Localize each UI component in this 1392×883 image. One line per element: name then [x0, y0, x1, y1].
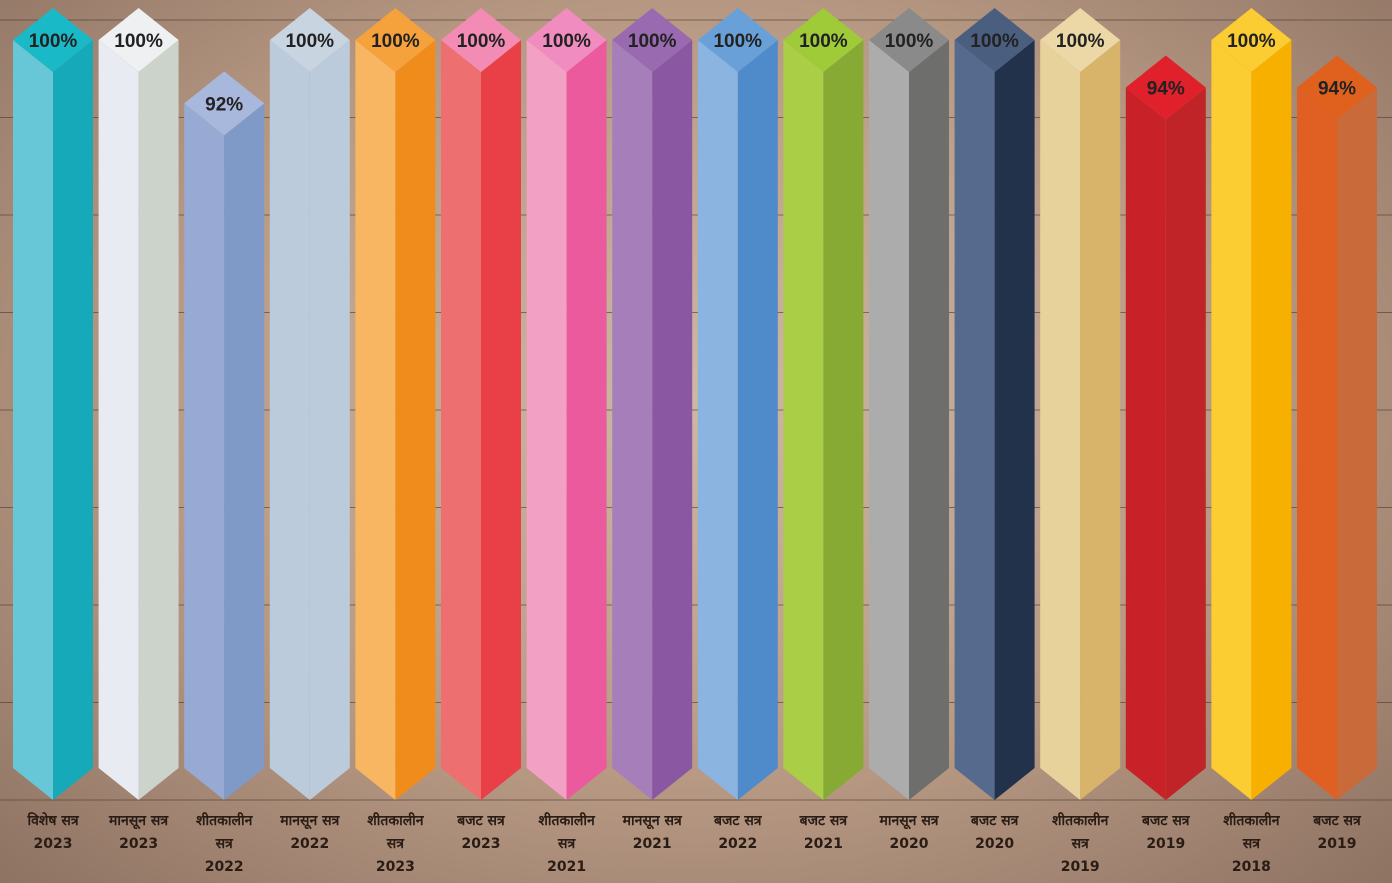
bar-left-face: [869, 40, 909, 800]
bar-left-face: [184, 103, 225, 801]
bar-left-face: [269, 40, 310, 800]
value-label: 100%: [457, 31, 506, 52]
x-tick-label: विशेष सत्र 2023: [27, 813, 79, 852]
bar: [98, 8, 179, 800]
bar-right-face: [737, 40, 778, 800]
bar-left-face: [1211, 40, 1252, 800]
bar-left-face: [13, 40, 53, 800]
bar-left-face: [98, 40, 139, 800]
bar: [1125, 55, 1206, 800]
bar-right-face: [652, 40, 693, 800]
bar: [954, 8, 1035, 800]
bar: [13, 8, 93, 800]
x-tick-label: मानसून सत्र 2020: [879, 813, 939, 852]
x-tick-label: मानसून सत्र 2021: [622, 813, 682, 852]
x-tick-label: शीतकालीन सत्र 2022: [195, 813, 253, 875]
bar: [184, 71, 265, 801]
bar-top: [13, 8, 93, 72]
bar-right-face: [224, 103, 265, 801]
value-label: 92%: [205, 94, 243, 115]
value-label: 100%: [713, 31, 762, 52]
bar: [783, 8, 864, 800]
bar-left-face: [783, 40, 824, 800]
x-tick-label: बजट सत्र 2022: [714, 813, 762, 852]
bar: [869, 8, 949, 800]
bar: [1297, 55, 1377, 800]
value-label: 100%: [542, 31, 591, 52]
bar: [355, 8, 436, 800]
bar-right-face: [309, 40, 350, 800]
bar-top: [612, 8, 693, 72]
bar-left-face: [697, 40, 738, 800]
bar-right-face: [1080, 40, 1121, 800]
bar: [612, 8, 693, 800]
value-label: 94%: [1147, 79, 1185, 100]
x-tick-label: शीतकालीन सत्र 2018: [1223, 813, 1280, 875]
bar-left-face: [954, 40, 995, 800]
bar-left-face: [612, 40, 653, 800]
bar-top: [98, 8, 179, 72]
bar-right-face: [566, 40, 607, 800]
bar: [697, 8, 778, 800]
bar-top: [441, 8, 521, 72]
value-label: 100%: [799, 31, 848, 52]
bar: [1040, 8, 1121, 800]
value-label: 100%: [114, 31, 163, 52]
bar-left-face: [1040, 40, 1081, 800]
bar-top: [1211, 8, 1292, 72]
value-label: 100%: [628, 31, 677, 52]
bar-right-face: [823, 40, 864, 800]
bar: [526, 8, 607, 800]
bar: [269, 8, 350, 800]
bar-right-face: [395, 40, 436, 800]
bar-top: [526, 8, 607, 72]
bar-left-face: [1297, 87, 1337, 800]
x-tick-label: बजट सत्र 2020: [970, 813, 1019, 852]
value-label: 100%: [1056, 31, 1105, 52]
x-tick-label: बजट सत्र 2019: [1313, 813, 1361, 852]
value-label: 100%: [371, 31, 420, 52]
bar: [1211, 8, 1292, 800]
bar-left-face: [441, 40, 481, 800]
bar: [441, 8, 521, 800]
value-label: 100%: [885, 31, 934, 52]
bar-right-face: [1251, 40, 1292, 800]
bar-top: [184, 71, 265, 136]
bar-top: [697, 8, 778, 72]
bar-top: [355, 8, 436, 72]
bar-right-face: [53, 40, 93, 800]
bar-left-face: [355, 40, 396, 800]
x-tick-label: शीतकालीन सत्र 2023: [367, 813, 424, 875]
bar-right-face: [994, 40, 1035, 800]
bar-top: [869, 8, 949, 72]
bar-top: [954, 8, 1035, 72]
bar-top: [783, 8, 864, 72]
bar-right-face: [1337, 87, 1377, 800]
bar-right-face: [481, 40, 521, 800]
value-label: 94%: [1318, 79, 1356, 100]
x-tick-label: बजट सत्र 2019: [1142, 813, 1190, 852]
value-label: 100%: [285, 31, 334, 52]
bar-top: [1297, 55, 1377, 120]
bar-left-face: [1125, 87, 1166, 800]
bar-right-face: [909, 40, 949, 800]
value-label: 100%: [1227, 31, 1276, 52]
bar-top: [1040, 8, 1121, 72]
value-label: 100%: [970, 31, 1019, 52]
x-tick-label: मानसून सत्र 2023: [109, 813, 169, 852]
bar-top: [269, 8, 350, 72]
x-tick-label: बजट सत्र 2021: [799, 813, 848, 852]
bar-left-face: [526, 40, 567, 800]
x-tick-label: शीतकालीन सत्र 2021: [538, 813, 595, 875]
x-tick-label: शीतकालीन सत्र 2019: [1051, 813, 1109, 875]
bar-right-face: [1165, 87, 1206, 800]
bar-right-face: [138, 40, 179, 800]
value-label: 100%: [29, 31, 78, 52]
x-tick-label: बजट सत्र 2023: [457, 813, 505, 852]
bar-top: [1125, 55, 1206, 120]
x-tick-label: मानसून सत्र 2022: [280, 813, 340, 852]
